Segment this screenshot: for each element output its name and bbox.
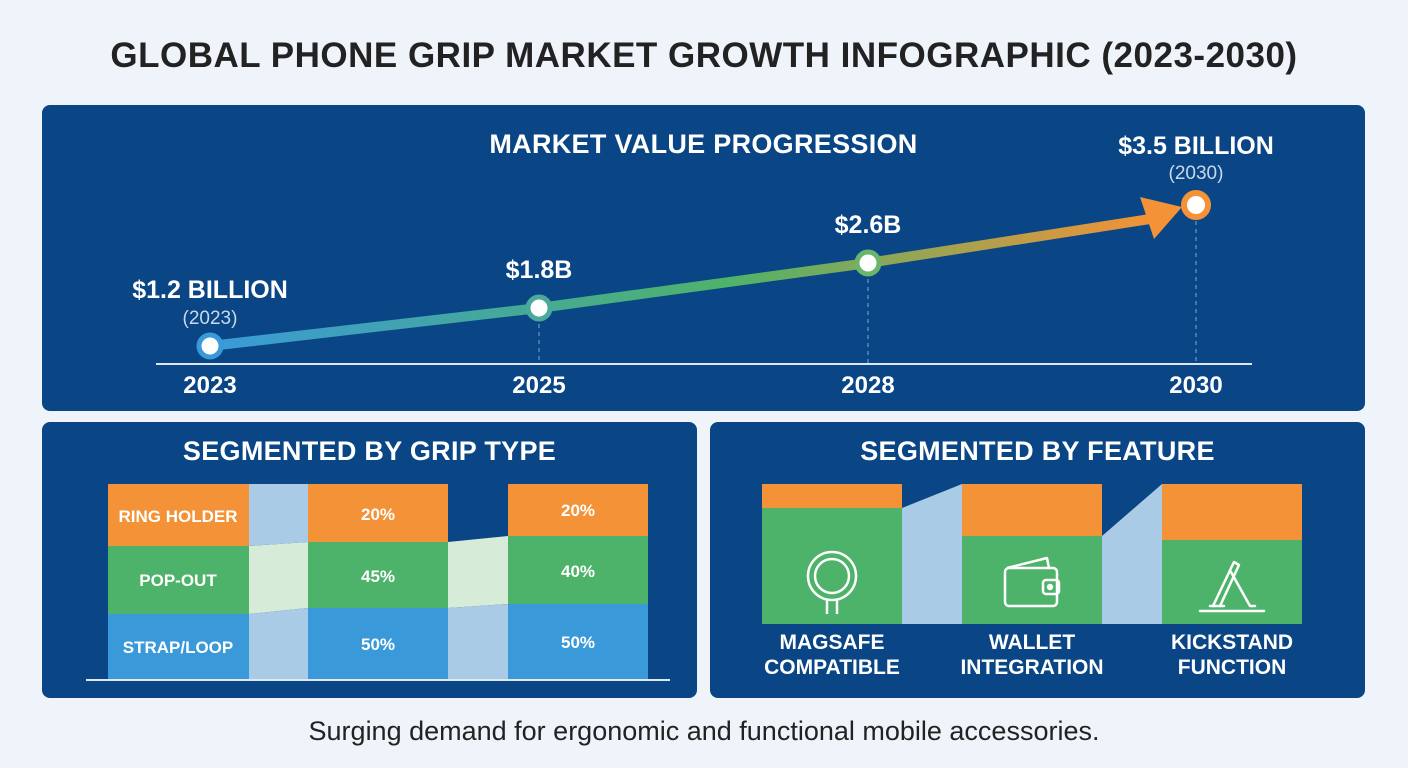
value-label-2028: $2.6B xyxy=(835,211,902,239)
ring-holder-segment-3 xyxy=(508,484,648,536)
market-value-panel: MARKET VALUE PROGRESSION $1.2 BILLION (2… xyxy=(42,105,1365,411)
trend-line xyxy=(209,214,1151,351)
kickstand-orange-segment xyxy=(1162,484,1302,540)
progression-chart: $1.2 BILLION (2023) $1.8B $2.6B $3.5 BIL… xyxy=(132,132,1274,399)
value-sub-2023: (2023) xyxy=(183,308,238,329)
value-label-2030: $3.5 BILLION xyxy=(1118,132,1274,160)
strap-segment-1 xyxy=(108,614,249,680)
feature-title: SEGMENTED BY FEATURE xyxy=(860,436,1215,466)
value-ring-holder-2: 20% xyxy=(361,505,395,524)
magsafe-orange-segment xyxy=(762,484,902,508)
connector-popout-1 xyxy=(249,542,308,614)
trend-arrowhead xyxy=(1140,197,1182,239)
value-label-2025: $1.8B xyxy=(506,256,573,284)
marker-2030 xyxy=(1181,190,1211,220)
feature-label-kickstand-1: KICKSTAND xyxy=(1171,631,1293,654)
label-ring-holder: RING HOLDER xyxy=(119,507,238,526)
year-label-2030: 2030 xyxy=(1169,372,1222,399)
year-label-2023: 2023 xyxy=(183,372,236,399)
value-ring-holder-3: 20% xyxy=(561,501,595,520)
connector-strap-2 xyxy=(448,604,508,680)
ring-holder-segment-2 xyxy=(308,484,448,542)
progression-title: MARKET VALUE PROGRESSION xyxy=(489,129,918,159)
feature-label-magsafe-1: MAGSAFE xyxy=(780,631,885,654)
year-label-2025: 2025 xyxy=(512,372,565,399)
footer-caption: Surging demand for ergonomic and functio… xyxy=(308,716,1100,746)
connector-popout-2 xyxy=(448,536,508,608)
magsafe-ring-icon xyxy=(806,550,858,614)
feature-label-kickstand-2: FUNCTION xyxy=(1178,656,1287,679)
popout-segment-1 xyxy=(108,546,249,614)
magsafe-green-segment xyxy=(762,508,902,624)
feature-label-wallet-1: WALLET xyxy=(989,631,1075,654)
label-pop-out: POP-OUT xyxy=(139,571,217,590)
value-strap-3: 50% xyxy=(561,633,595,652)
year-label-2028: 2028 xyxy=(841,372,894,399)
feature-panel: SEGMENTED BY FEATURE xyxy=(710,422,1365,698)
value-sub-2030: (2030) xyxy=(1169,163,1224,184)
page-title: GLOBAL PHONE GRIP MARKET GROWTH INFOGRAP… xyxy=(110,36,1298,75)
marker-2023 xyxy=(196,332,224,360)
wallet-green-segment xyxy=(962,536,1102,624)
feature-label-wallet-2: INTEGRATION xyxy=(960,656,1103,679)
grip-title: SEGMENTED BY GRIP TYPE xyxy=(182,436,557,466)
feature-chart: MAGSAFE COMPATIBLE WALLET INTEGRATION KI… xyxy=(762,484,1302,679)
label-strap-loop: STRAP/LOOP xyxy=(123,638,234,657)
wallet-orange-segment xyxy=(962,484,1102,536)
feature-connector-1 xyxy=(902,484,962,624)
connector-ring-1 xyxy=(249,484,308,546)
marker-2028 xyxy=(854,249,882,277)
strap-segment-3 xyxy=(508,604,648,680)
grip-chart: RING HOLDER POP-OUT STRAP/LOOP 20% 45% 5… xyxy=(86,484,670,681)
value-label-2023: $1.2 BILLION xyxy=(132,276,288,304)
popout-segment-2 xyxy=(308,542,448,608)
feature-label-magsafe-2: COMPATIBLE xyxy=(764,656,900,679)
ring-holder-segment-1 xyxy=(108,484,249,546)
value-pop-out-3: 40% xyxy=(561,562,595,581)
value-pop-out-2: 45% xyxy=(361,567,395,586)
wallet-icon xyxy=(1003,556,1061,608)
strap-segment-2 xyxy=(308,608,448,680)
grip-type-panel: SEGMENTED BY GRIP TYPE RING HOLDER POP-O… xyxy=(42,422,697,698)
value-strap-2: 50% xyxy=(361,635,395,654)
popout-segment-3 xyxy=(508,536,648,604)
marker-2025 xyxy=(525,294,553,322)
feature-connector-2 xyxy=(1102,484,1162,624)
connector-strap-1 xyxy=(249,608,308,680)
kickstand-icon xyxy=(1198,560,1266,613)
